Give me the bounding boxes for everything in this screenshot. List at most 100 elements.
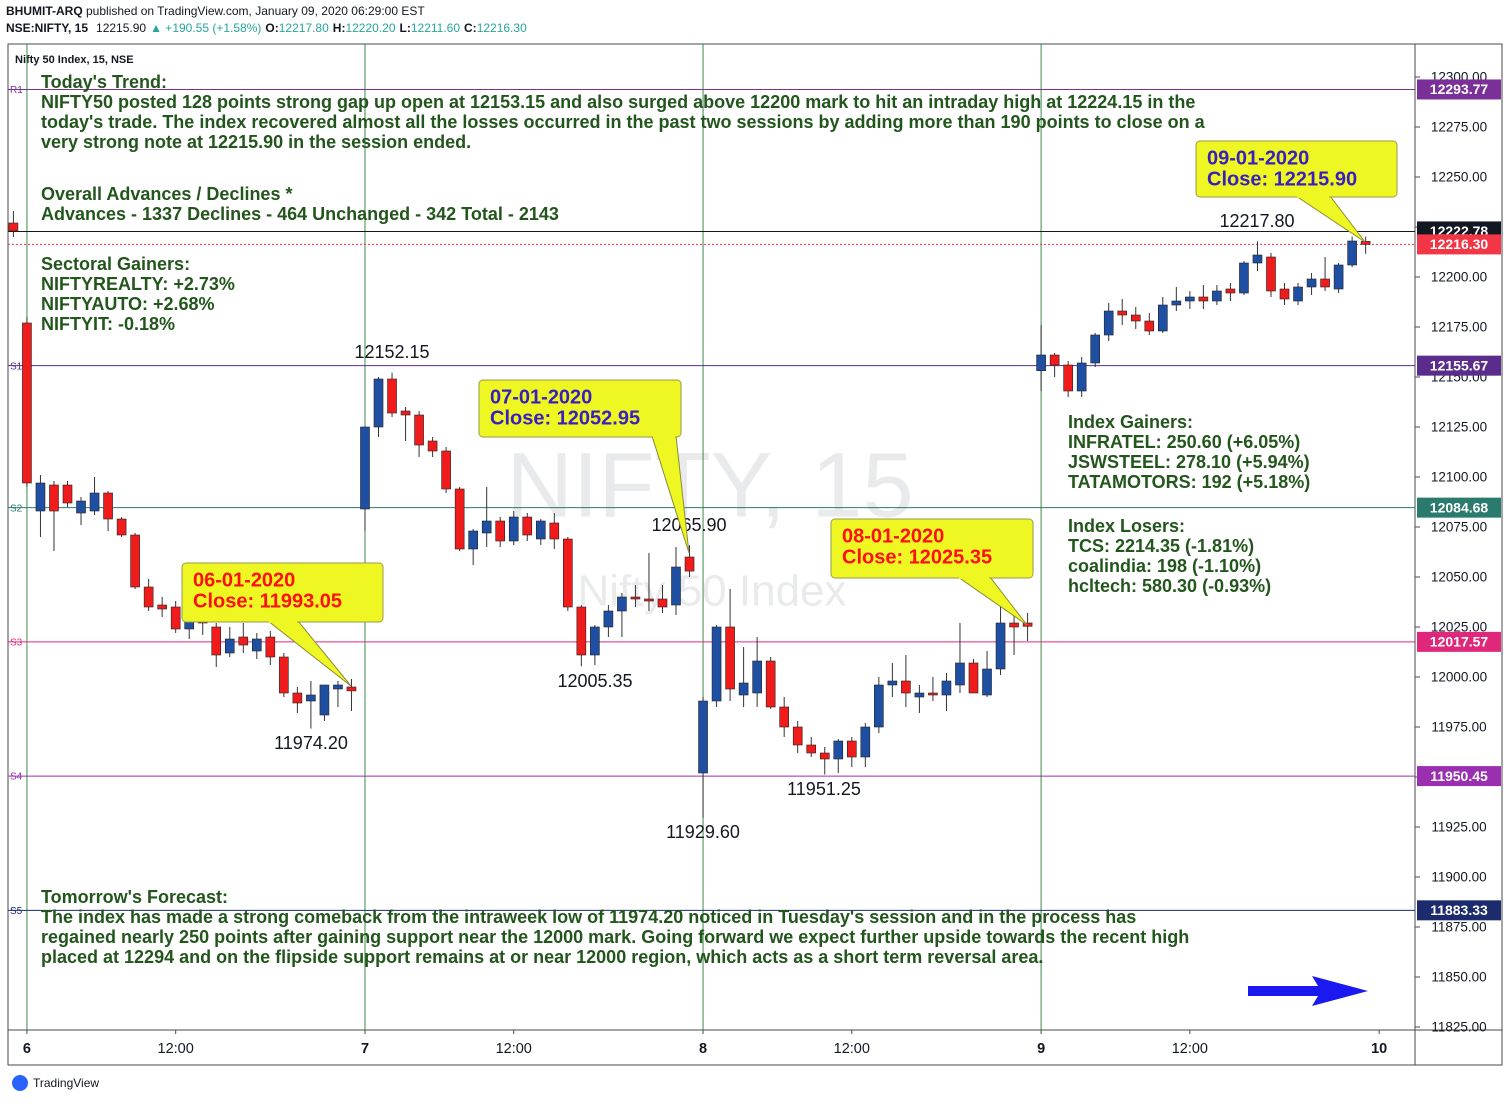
candle-body [1009, 622, 1019, 628]
ohlc-value: 12216.30 [477, 21, 527, 35]
note-line: TATAMOTORS: 192 (+5.18%) [1068, 472, 1310, 492]
candle-body [806, 744, 817, 754]
note-line: NIFTYIT: -0.18% [41, 314, 175, 334]
candle-body [914, 692, 925, 698]
price-tag-label: 12017.57 [1430, 634, 1489, 650]
note-heading: Overall Advances / Declines * [41, 184, 292, 204]
y-tick-label: 12125.00 [1431, 420, 1487, 435]
candle-body [1225, 288, 1236, 294]
candle-body [279, 656, 289, 694]
candle-body [563, 538, 573, 608]
candle-body [1130, 314, 1141, 322]
callout-date: 09-01-2020 [1207, 147, 1309, 169]
candle-body [170, 606, 181, 630]
callout-date: 08-01-2020 [842, 525, 944, 547]
candle-body [928, 692, 938, 696]
candle-body [522, 516, 533, 536]
note-heading: Sectoral Gainers: [41, 254, 190, 274]
level-name: S3 [10, 638, 23, 649]
note-line: today's trade. The index recovered almos… [41, 112, 1206, 132]
candle-body [22, 322, 32, 484]
price-label: 12152.15 [354, 342, 429, 362]
x-tick-label: 8 [699, 1041, 707, 1057]
candle-body [846, 740, 857, 758]
header-line: BHUMIT-ARQ published on TradingView.com,… [6, 4, 425, 18]
candle-body [1320, 278, 1330, 288]
note-line: The index has made a strong comeback fro… [41, 907, 1136, 927]
published: published on TradingView.com, January 09… [83, 4, 426, 18]
note-heading: Tomorrow's Forecast: [41, 887, 228, 907]
level-name: R1 [10, 85, 23, 96]
candle-body [887, 680, 898, 686]
logo-icon [12, 1075, 28, 1091]
candle-body [89, 492, 100, 512]
price-label: 11974.20 [274, 733, 348, 753]
candle-body [725, 626, 735, 690]
candle-body [1185, 296, 1195, 302]
candle-body [603, 610, 614, 628]
y-tick-label: 11875.00 [1431, 920, 1486, 935]
x-tick-label: 12:00 [158, 1041, 194, 1057]
candle-body [968, 662, 979, 694]
change: ▲ +190.55 (+1.58%) [150, 21, 261, 35]
y-tick-label: 12250.00 [1431, 170, 1487, 185]
callout-seam [959, 576, 989, 579]
candle-body [157, 604, 167, 610]
candle-body [995, 622, 1006, 670]
candle-body [319, 684, 330, 716]
candle-body [752, 660, 762, 694]
candle-body [1076, 362, 1087, 392]
candle-body [306, 694, 316, 702]
callout-date: 06-01-2020 [193, 569, 295, 591]
candle-body [468, 530, 478, 550]
callout-text: Close: 12025.35 [842, 546, 992, 568]
candle-body [1347, 240, 1357, 266]
candle-body [1333, 264, 1344, 290]
candle-body [130, 534, 140, 588]
note-line: placed at 12294 and on the flipside supp… [41, 947, 1043, 967]
candle-body [1144, 320, 1155, 332]
level-name: S4 [10, 772, 23, 783]
time-axis-bg [8, 1030, 1415, 1065]
ohlc-key: L: [400, 21, 411, 35]
price-tag [1417, 79, 1501, 100]
candle-body [765, 660, 776, 708]
y-tick-label: 12075.00 [1431, 520, 1487, 535]
y-tick-label: 11975.00 [1431, 720, 1486, 735]
callout-text: Close: 12215.90 [1207, 168, 1357, 190]
candle-body [481, 520, 492, 534]
candle-body [49, 484, 59, 512]
note-line: NIFTYAUTO: +2.68% [41, 294, 215, 314]
note-line: regained nearly 250 points after gaining… [41, 927, 1189, 947]
candle-body [535, 520, 546, 540]
chart-frame [7, 43, 1503, 1066]
candle-body [617, 596, 627, 612]
candle-body [427, 440, 438, 452]
candle-body [1171, 300, 1182, 306]
price-tag-label: 12084.68 [1430, 499, 1489, 515]
candle-body [955, 662, 965, 686]
y-tick-label: 11900.00 [1431, 870, 1486, 885]
x-tick-label: 12:00 [834, 1041, 870, 1057]
candle-body [8, 222, 19, 232]
note-heading: Index Losers: [1068, 516, 1185, 536]
note-line: NIFTYREALTY: +2.73% [41, 274, 235, 294]
candle-body [211, 626, 222, 656]
candle-body [143, 586, 154, 608]
x-tick-label: 12:00 [1172, 1041, 1208, 1057]
candle-body [590, 626, 600, 656]
candle-body [657, 598, 668, 608]
author: BHUMIT-ARQ [6, 4, 83, 18]
candle-body [495, 520, 506, 542]
note-line: hcltech: 580.30 (-0.93%) [1068, 576, 1271, 596]
candle-body [414, 414, 424, 446]
callout-text: Close: 11993.05 [193, 590, 342, 612]
candle-body [1090, 334, 1100, 364]
arrow [1248, 976, 1368, 1006]
callout-text: Close: 12052.95 [490, 407, 640, 429]
footer-brand: TradingView [33, 1076, 99, 1090]
candle-body [1063, 364, 1073, 392]
candle-body [941, 680, 952, 696]
candle-body [292, 692, 303, 704]
price-axis-bg [1415, 44, 1502, 1030]
